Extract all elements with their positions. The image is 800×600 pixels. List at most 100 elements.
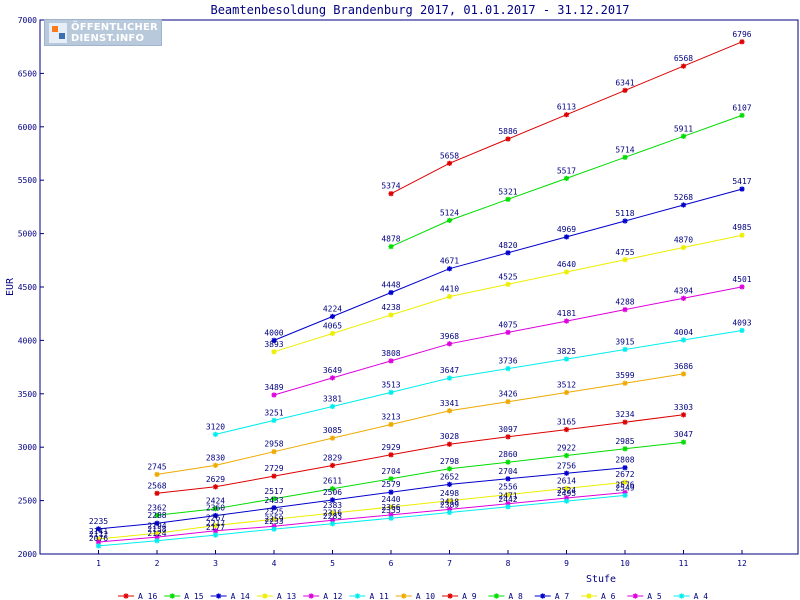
data-label: 2576 <box>615 480 634 489</box>
legend-label: A_7 <box>555 592 570 600</box>
data-label: 2288 <box>147 511 166 520</box>
data-label: 2629 <box>206 475 225 484</box>
data-point <box>388 504 394 510</box>
data-label: 4501 <box>732 275 751 284</box>
data-point <box>563 318 570 324</box>
legend-label: A_10 <box>416 592 435 600</box>
data-point <box>563 426 570 433</box>
data-point <box>212 506 219 512</box>
data-point <box>563 234 570 240</box>
series-line <box>215 330 743 435</box>
data-label: 4755 <box>615 248 634 257</box>
data-point <box>680 63 687 69</box>
x-tick-label: 3 <box>213 559 218 568</box>
data-label: 2442 <box>498 495 517 504</box>
series-a-7: 2235 2288 2360 2433 2506 2579 2652 2704 2756 2808 <box>89 456 635 532</box>
data-point <box>388 244 394 250</box>
data-label: 3381 <box>323 395 342 404</box>
data-label: 2556 <box>498 483 517 492</box>
data-label: 4394 <box>674 286 693 295</box>
y-tick-label: 7000 <box>18 16 37 25</box>
data-point <box>622 307 628 313</box>
data-point <box>329 375 336 381</box>
y-tick-label: 3000 <box>18 443 37 452</box>
x-axis-label: Stufe <box>586 574 616 585</box>
data-point <box>388 515 394 521</box>
data-point <box>680 133 687 139</box>
data-point <box>505 399 511 405</box>
data-label: 3599 <box>615 371 634 380</box>
data-label: 2524 <box>557 486 576 495</box>
data-label: 2433 <box>264 496 283 505</box>
data-point <box>388 452 394 458</box>
data-label: 3825 <box>557 347 576 356</box>
y-tick-label: 2000 <box>18 550 37 559</box>
x-tick-label: 8 <box>506 559 511 568</box>
data-label: 2614 <box>557 476 576 485</box>
data-point <box>212 484 219 490</box>
data-point <box>680 412 687 418</box>
legend-item-a-9: A_9 <box>442 592 477 600</box>
legend-item-a-4: A_4 <box>673 592 708 600</box>
legend-item-a-16: A_16 <box>118 592 157 600</box>
data-point <box>388 476 394 482</box>
data-label: 2124 <box>147 529 166 538</box>
data-point <box>271 449 277 455</box>
logo: ÖFFENTLICHER DIENST.INFO <box>44 19 162 46</box>
data-label: 5886 <box>498 127 517 136</box>
data-label: 2362 <box>147 503 166 512</box>
data-point <box>95 526 102 532</box>
data-label: 2495 <box>557 489 576 498</box>
data-point <box>329 330 336 337</box>
data-label: 2283 <box>323 512 342 521</box>
series-a-5: 2112 2158 2217 2259 2316 2366 2418 2471 2524 2576 <box>89 480 635 545</box>
data-point <box>446 481 453 487</box>
data-label: 2929 <box>381 443 400 452</box>
data-point <box>446 217 453 223</box>
data-label: 2259 <box>264 514 283 523</box>
data-point <box>680 295 687 301</box>
data-point <box>622 479 628 485</box>
data-label: 4820 <box>498 241 517 250</box>
y-tick-label: 6000 <box>18 123 37 132</box>
legend-item-a-14: A_14 <box>210 592 250 600</box>
data-label: 4238 <box>381 303 400 312</box>
data-point <box>739 327 745 334</box>
data-point <box>271 337 277 343</box>
data-label: 3512 <box>557 381 576 390</box>
data-label: 2860 <box>498 450 517 459</box>
data-label: 2112 <box>89 530 108 539</box>
data-label: 6796 <box>732 30 751 39</box>
data-point <box>622 154 628 160</box>
data-label: 2517 <box>264 487 283 496</box>
x-tick-label: 7 <box>447 559 452 568</box>
data-point <box>446 160 453 166</box>
legend-label: A_9 <box>462 592 477 600</box>
data-label: 5374 <box>381 182 400 191</box>
data-point <box>154 538 160 544</box>
series-a-10: 2745 2830 2958 3085 3213 3341 3426 3512 3599 3686 <box>147 362 693 478</box>
series-a-9: 2568 2629 2729 2829 2929 3028 3097 3165 3234 3303 <box>147 403 693 496</box>
data-point <box>622 446 628 452</box>
legend-label: A_12 <box>323 592 342 600</box>
legend-item-a-6: A_6 <box>581 592 616 600</box>
data-point <box>271 392 277 398</box>
data-point <box>739 39 745 45</box>
legend-label: A_14 <box>231 592 250 600</box>
data-label: 2830 <box>206 453 225 462</box>
data-point <box>388 289 394 296</box>
series-line <box>273 188 743 341</box>
data-label: 4181 <box>557 309 576 318</box>
chart-title: Beamtenbesoldung Brandenburg 2017, 01.01… <box>210 3 629 17</box>
data-point <box>154 512 160 518</box>
data-label: 2076 <box>89 534 108 543</box>
data-label: 5268 <box>674 193 693 202</box>
data-label: 2233 <box>264 517 283 526</box>
data-label: 4640 <box>557 260 576 269</box>
data-point <box>154 520 160 526</box>
data-label: 4000 <box>264 328 283 337</box>
data-label: 4224 <box>323 304 342 313</box>
legend-item-a-10: A_10 <box>395 592 435 600</box>
legend-label: A_8 <box>508 592 523 600</box>
legend-label: A_6 <box>601 592 616 600</box>
